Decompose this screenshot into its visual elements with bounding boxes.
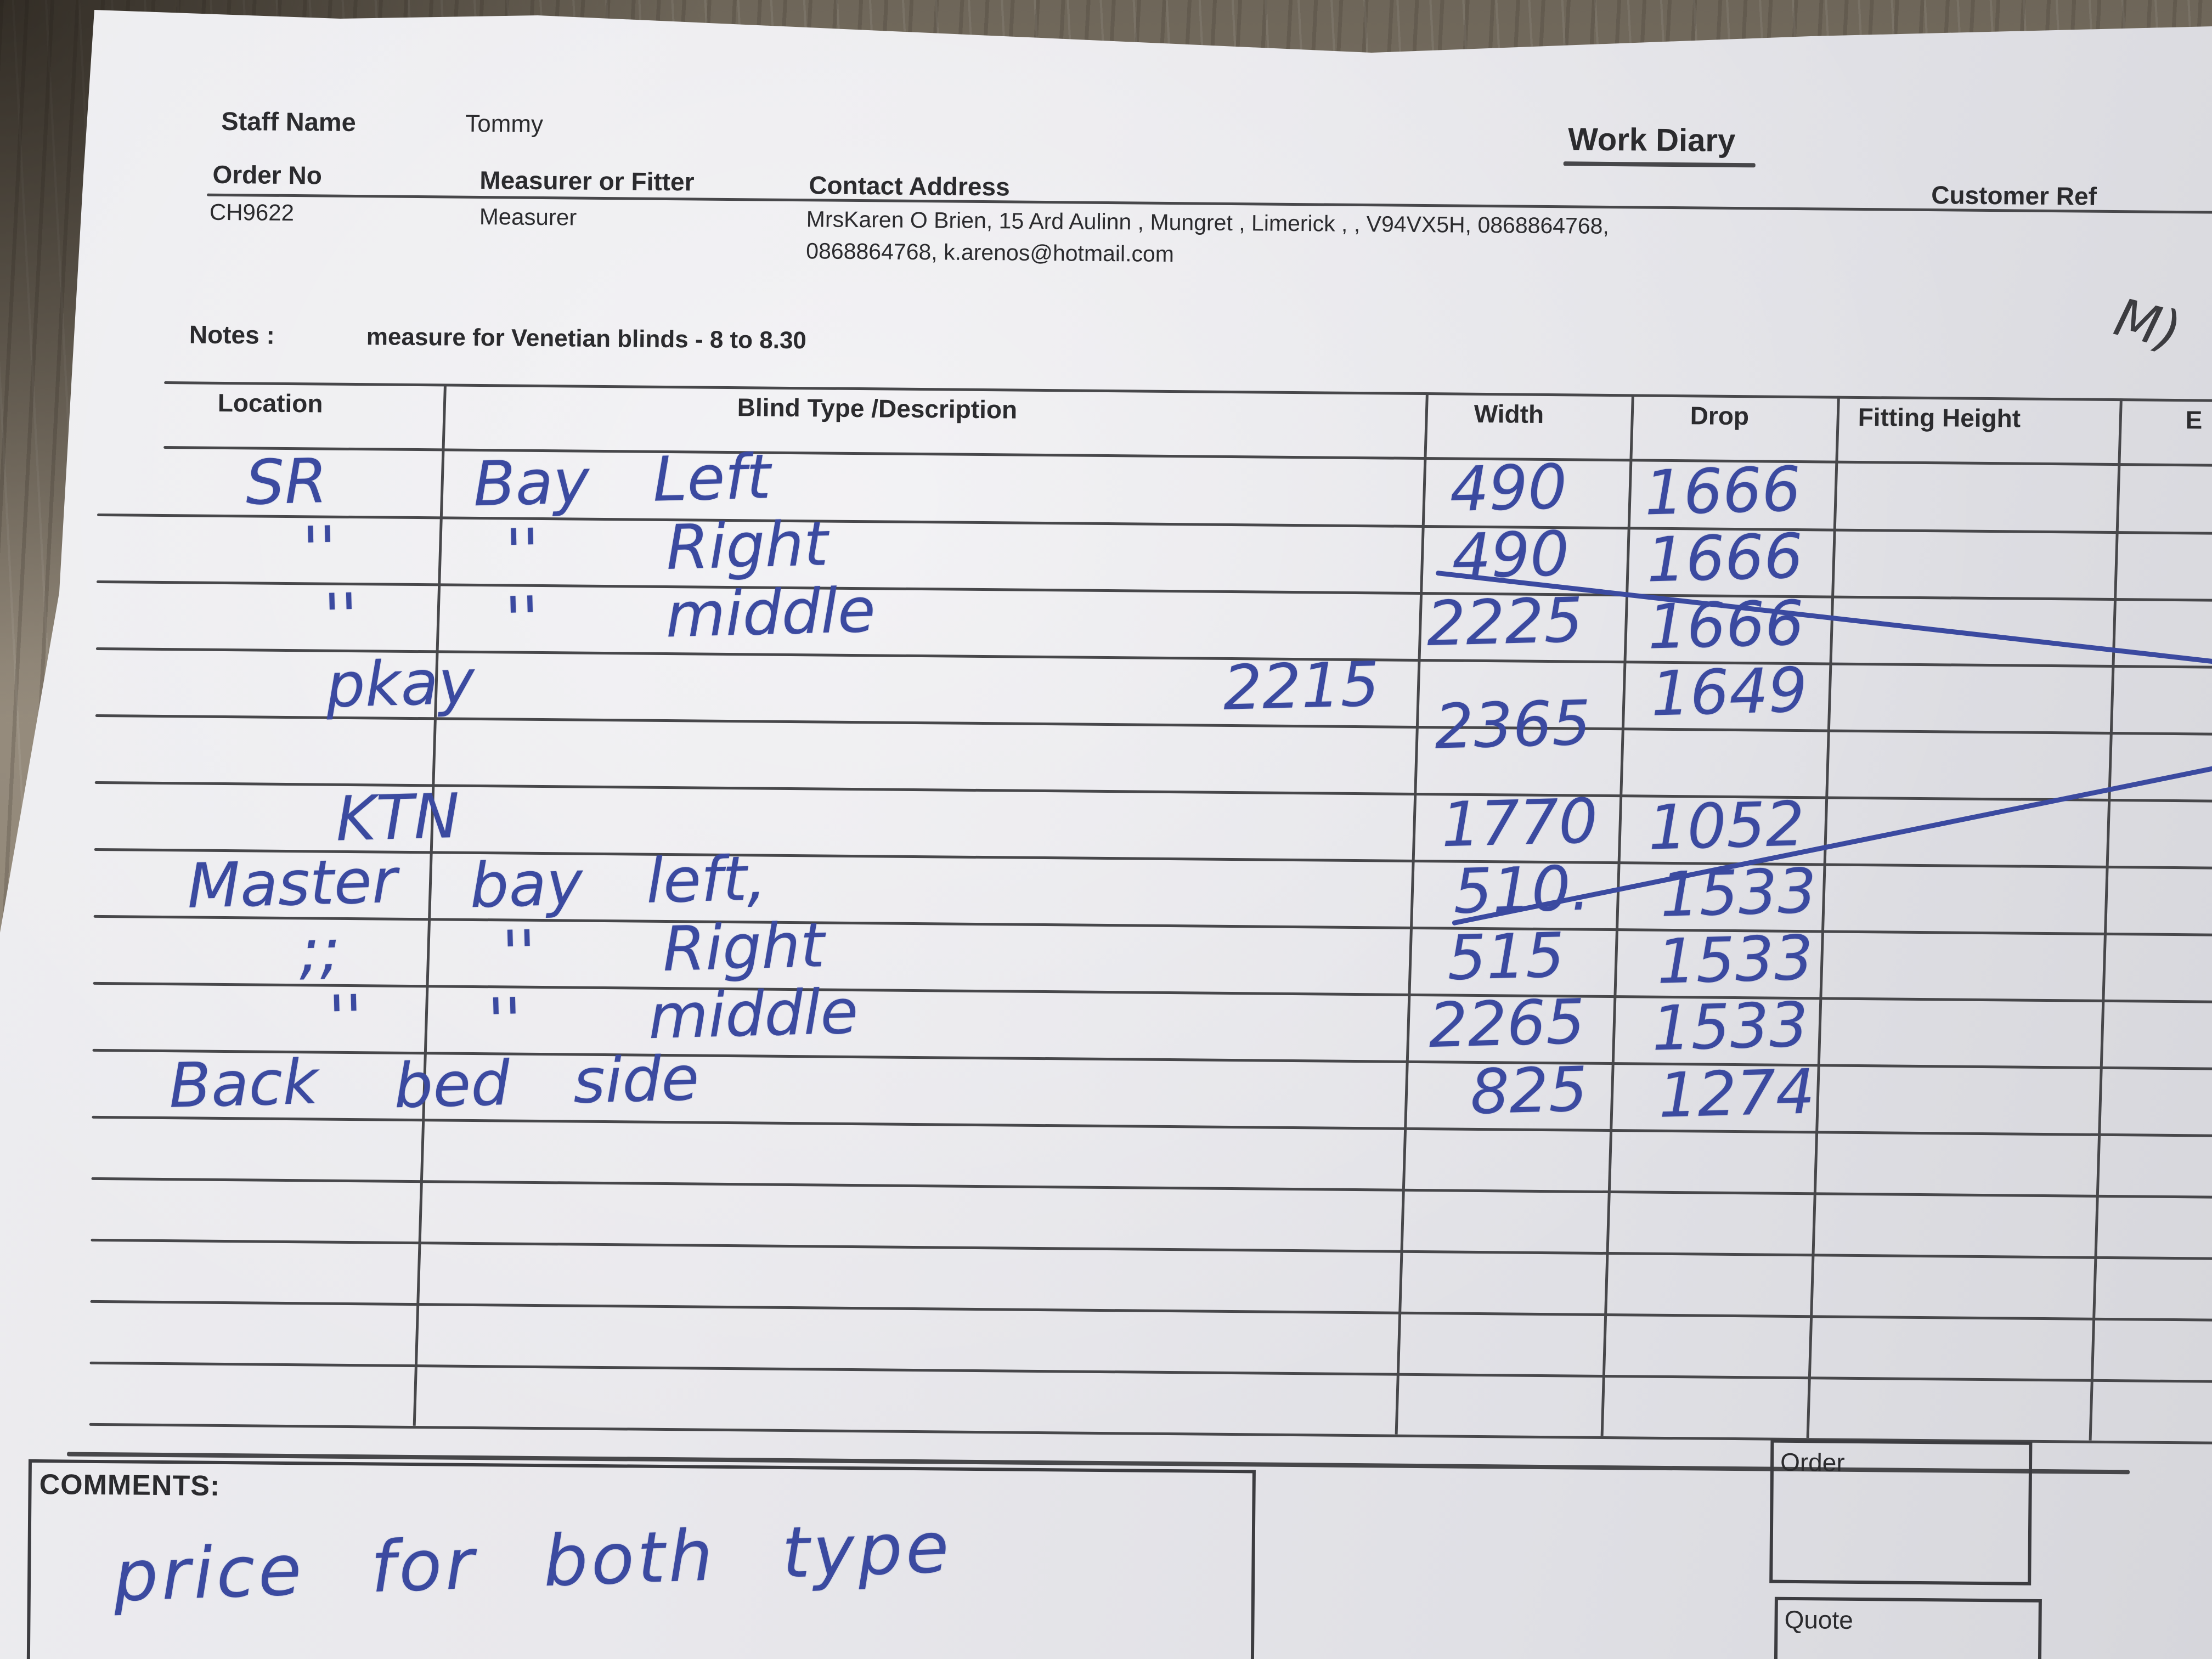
cell-width: 1770 [1440,785,1599,861]
page-title: Work Diary [1567,121,1736,159]
column-header-width: Width [1474,399,1544,428]
table-row-line [93,981,2212,1004]
cell-drop: 1052 [1647,788,1805,864]
cell-description: Bay Left [472,441,772,521]
order-box-label: Order [1780,1447,1845,1477]
comments-label: COMMENTS: [39,1469,221,1502]
cell-location: pkay [325,646,476,722]
table-column-divider [1395,392,1429,1435]
cell-width: 490 [1448,451,1568,526]
title-underline [1563,161,1756,168]
cell-description: '' Right [501,910,826,990]
contact-address-line1: MrsKaren O Brien, 15 Ard Aulinn , Mungre… [806,206,1610,239]
table-column-divider [2089,398,2123,1441]
table-row-line [90,1300,2212,1322]
table-column-divider [413,383,447,1426]
notes-value: measure for Venetian blinds - 8 to 8.30 [366,323,807,354]
table-header-border [163,445,2212,467]
cell-drop: 1666 [1646,588,1805,663]
quote-box-label: Quote [1784,1605,1854,1634]
cell-location: '' [328,982,364,1054]
pen-mark: M) [2108,287,2187,362]
cell-description: '' Right [504,508,829,588]
contact-address-label: Contact Address [809,171,1010,201]
notes-label: Notes : [189,320,275,349]
cell-width: 2265 [1427,986,1586,1062]
cell-drop: 1533 [1659,855,1818,931]
cell-location: SR [244,445,329,519]
table-row-line [91,1238,2212,1261]
staff-name-label: Staff Name [221,106,357,137]
cell-location: KTN [335,780,461,855]
cell-description-note: 2215 [1222,648,1381,724]
customer-ref-label: Customer Ref [1931,180,2097,211]
cell-drop: 1666 [1645,521,1804,596]
staff-name-value: Tommy [465,110,544,138]
table-row-line [91,1177,2212,1199]
cell-description: bed side [393,1042,700,1122]
cell-location: '' [323,580,359,653]
column-header-drop: Drop [1690,401,1750,431]
cell-description: bay left, [469,843,768,922]
cell-location: ;; [298,915,342,988]
comments-handwriting: price for both type [112,1506,953,1618]
cell-drop: 1649 [1650,654,1809,730]
table-row-line [96,580,2212,602]
table-row-line [97,513,2212,535]
cell-location: '' [301,513,337,586]
cell-width: 510. [1452,853,1592,928]
cell-description: '' middle [487,976,859,1057]
cell-drop: 1666 [1643,454,1802,529]
order-no-value: CH9622 [209,199,295,226]
column-header-location: Location [217,388,323,418]
cell-description: '' middle [504,574,877,656]
cell-drop: 1274 [1657,1056,1816,1132]
cell-location: Master [186,845,398,923]
measurement-table: Location Blind Type /Description Width Drop… [2,0,2212,1475]
cell-drop: 1533 [1656,922,1814,998]
measurer-value: Measurer [479,204,577,230]
cell-width: 515 [1446,919,1566,995]
cell-width: 2225 [1425,584,1584,661]
cell-location: Back [168,1046,319,1122]
cell-width: 825 [1469,1053,1589,1128]
table-column-divider [1600,394,1634,1436]
table-row-line [89,1361,2212,1384]
column-header-fitting-height: Fitting Height [1858,402,2021,433]
measurer-or-fitter-label: Measurer or Fitter [479,166,695,196]
order-box: Order [1769,1439,2033,1585]
table-top-border [164,381,2212,403]
cell-drop: 1533 [1651,989,1809,1065]
table-row-line [93,915,2212,937]
column-header-blind-type-description: Blind Type /Description [737,393,1018,424]
column-header-e: E [2185,405,2203,435]
contact-address-line2: 0868864768, k.arenos@hotmail.com [806,238,1175,267]
order-no-label: Order No [212,160,323,190]
comments-box: COMMENTS: price for both type [26,1459,1256,1659]
quote-box: Quote [1773,1596,2042,1659]
